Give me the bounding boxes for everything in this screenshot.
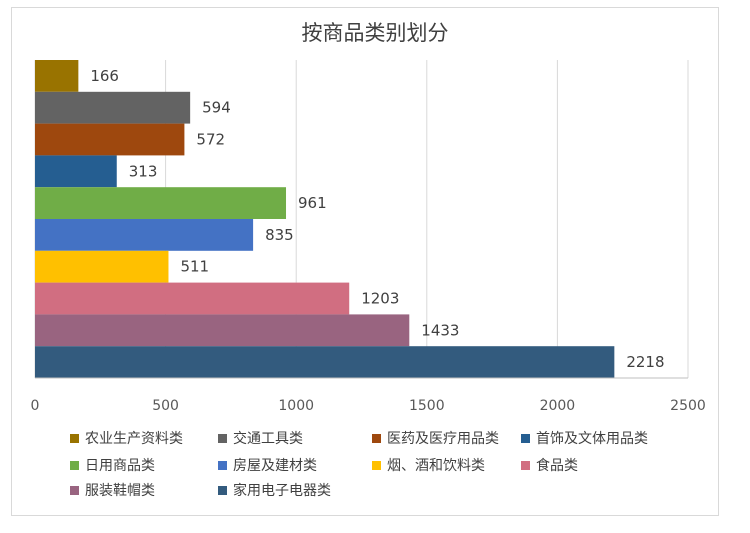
data-label: 1433 — [421, 321, 459, 339]
bar — [35, 314, 410, 347]
bar — [35, 250, 169, 283]
bar — [35, 346, 615, 378]
data-label: 313 — [129, 162, 158, 180]
bar — [35, 219, 254, 251]
data-label: 835 — [265, 226, 294, 244]
x-tick-label: 0 — [31, 398, 40, 414]
data-label: 1203 — [361, 290, 399, 308]
data-label: 594 — [202, 99, 231, 117]
bar — [35, 60, 79, 92]
bar — [35, 187, 287, 219]
chart-title: 按商品类别划分 — [301, 21, 449, 45]
bar — [35, 155, 117, 188]
x-tick-label: 500 — [152, 398, 179, 414]
bar — [35, 123, 185, 156]
data-label: 572 — [196, 131, 225, 149]
bar — [35, 282, 350, 315]
data-label: 511 — [180, 258, 209, 276]
data-label: 166 — [90, 67, 119, 85]
data-label: 2218 — [626, 353, 664, 371]
x-tick-label: 2500 — [670, 398, 706, 414]
x-tick-label: 1000 — [278, 398, 314, 414]
x-tick-label: 2000 — [540, 398, 576, 414]
bar — [35, 91, 191, 124]
data-label: 961 — [298, 194, 327, 212]
x-tick-label: 1500 — [409, 398, 445, 414]
